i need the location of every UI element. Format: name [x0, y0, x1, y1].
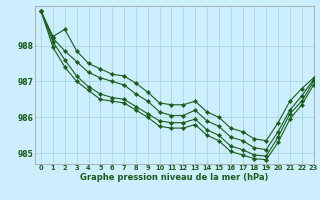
X-axis label: Graphe pression niveau de la mer (hPa): Graphe pression niveau de la mer (hPa) — [80, 173, 268, 182]
